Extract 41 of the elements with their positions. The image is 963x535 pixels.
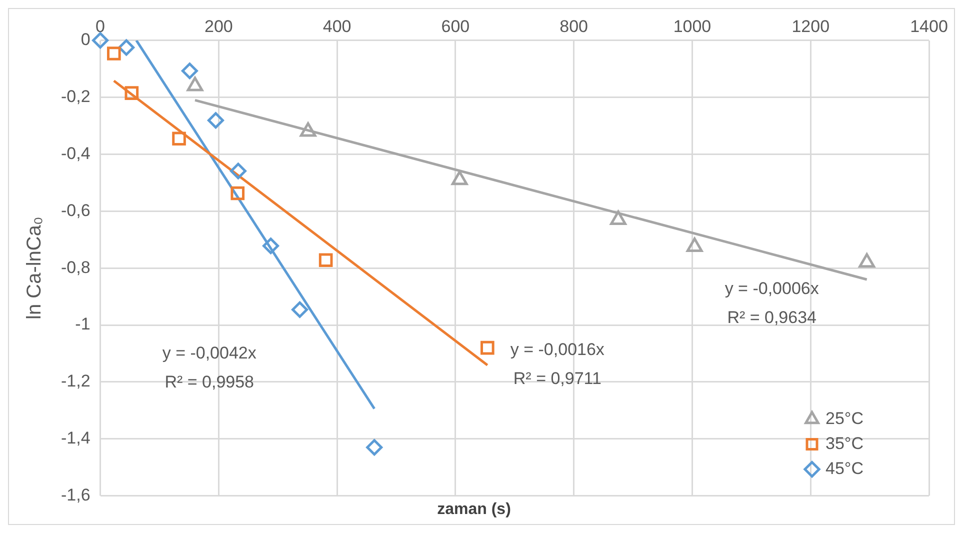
legend-label: 35°C: [826, 434, 864, 453]
point: [181, 62, 198, 80]
point: [207, 112, 224, 129]
point: [107, 46, 121, 60]
annotation: R² = 0,9711: [513, 368, 602, 388]
y-tick-label: -1: [75, 314, 90, 334]
x-tick-label: 800: [560, 16, 588, 36]
x-tick-label: 1400: [910, 16, 948, 36]
y-tick-label: -1,6: [60, 485, 90, 504]
legend-label: 25°C: [826, 408, 864, 428]
x-tick-label: 600: [441, 16, 470, 36]
point: [292, 301, 308, 318]
y-tick-label: -0,4: [60, 144, 90, 163]
point: [230, 162, 246, 180]
point: [124, 86, 139, 100]
annotation: y = -0,0042x: [162, 343, 257, 362]
y-tick-label: -0,2: [60, 87, 90, 106]
x-tick-label: 200: [204, 16, 233, 36]
x-tick-label: 400: [322, 16, 352, 36]
y-tick-label: -1,2: [60, 372, 90, 391]
annotation: y = -0,0006x: [724, 279, 820, 298]
annotation: y = -0,0016x: [510, 340, 605, 359]
y-axis-title: ln Ca-lnCa₀: [24, 216, 46, 320]
x-axis-title: zaman (s): [437, 500, 511, 518]
point: [92, 32, 109, 49]
y-tick-label: -1,4: [60, 428, 90, 448]
y-tick-label: -0,8: [60, 258, 90, 277]
y-tick-label: -0,6: [60, 200, 90, 220]
point: [480, 340, 494, 355]
x-tick-label: 1000: [673, 16, 712, 36]
y-tick-label: 0: [80, 30, 90, 50]
annotation: R² = 0,9634: [727, 308, 817, 328]
point: [230, 186, 245, 200]
point: [366, 439, 383, 456]
point: [318, 253, 333, 268]
x-tick-label: 1200: [792, 16, 830, 36]
point: [172, 132, 186, 146]
legend-label: 45°C: [826, 458, 864, 478]
point: [262, 238, 280, 254]
annotation: R² = 0,9958: [164, 372, 254, 392]
x-tick-label: 0: [96, 16, 106, 36]
